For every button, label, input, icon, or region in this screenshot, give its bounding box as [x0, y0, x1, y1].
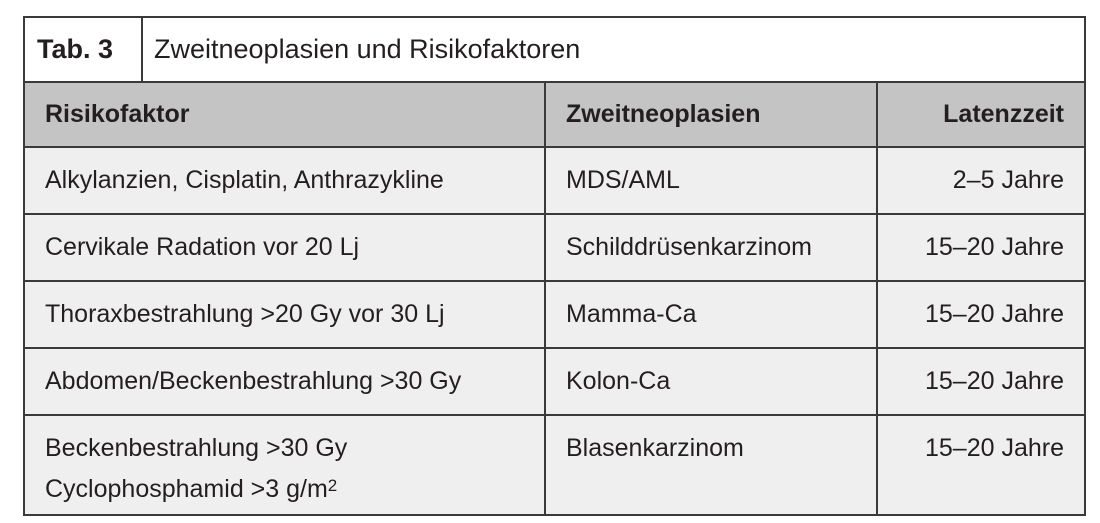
risk-factor-line: Cyclophosphamid >3 g/m2 — [45, 467, 524, 508]
latency-cell: 15–20 Jahre — [924, 233, 1064, 261]
header-second-neoplasm: Zweitneoplasien — [546, 83, 878, 146]
latency-cell: 15–20 Jahre — [924, 367, 1064, 395]
risk-factor-cell: Beckenbestrahlung >30 Gy Cyclophosphamid… — [25, 416, 546, 514]
risk-factor-text: Cyclophosphamid >3 g/m — [45, 475, 328, 503]
table-title-row: Tab. 3 Zweitneoplasien und Risikofaktore… — [25, 18, 1084, 83]
latency-cell: 15–20 Jahre — [924, 434, 1064, 462]
risk-factor-cell: Alkylanzien, Cisplatin, Anthrazykline — [25, 148, 546, 213]
table-row: Thoraxbestrahlung >20 Gy vor 30 Lj Mamma… — [25, 282, 1084, 349]
latency-cell: 2–5 Jahre — [952, 166, 1064, 194]
latency-cell: 15–20 Jahre — [924, 300, 1064, 328]
table-header-row: Risikofaktor Zweitneoplasien Latenzzeit — [25, 83, 1084, 148]
header-latency: Latenzzeit — [943, 100, 1064, 128]
neoplasm-cell: Schilddrüsenkarzinom — [546, 215, 878, 280]
risk-factor-line: Beckenbestrahlung >30 Gy — [45, 434, 348, 462]
table-row: Abdomen/Beckenbestrahlung >30 Gy Kolon-C… — [25, 349, 1084, 416]
risk-factor-cell: Thoraxbestrahlung >20 Gy vor 30 Lj — [25, 282, 546, 347]
header-risk-factor: Risikofaktor — [25, 83, 546, 146]
risk-factor-table: Tab. 3 Zweitneoplasien und Risikofaktore… — [23, 16, 1086, 516]
superscript: 2 — [327, 476, 338, 495]
risk-factor-cell: Cervikale Radation vor 20 Lj — [25, 215, 546, 280]
neoplasm-cell: Kolon-Ca — [546, 349, 878, 414]
table-row: Beckenbestrahlung >30 Gy Cyclophosphamid… — [25, 416, 1084, 514]
table-row: Cervikale Radation vor 20 Lj Schilddrüse… — [25, 215, 1084, 282]
neoplasm-cell: MDS/AML — [546, 148, 878, 213]
risk-factor-cell: Abdomen/Beckenbestrahlung >30 Gy — [25, 349, 546, 414]
neoplasm-cell: Mamma-Ca — [546, 282, 878, 347]
table-caption: Zweitneoplasien und Risikofaktoren — [154, 34, 581, 64]
table-row: Alkylanzien, Cisplatin, Anthrazykline MD… — [25, 148, 1084, 215]
table-number: Tab. 3 — [25, 18, 143, 81]
neoplasm-cell: Blasenkarzinom — [546, 416, 878, 514]
